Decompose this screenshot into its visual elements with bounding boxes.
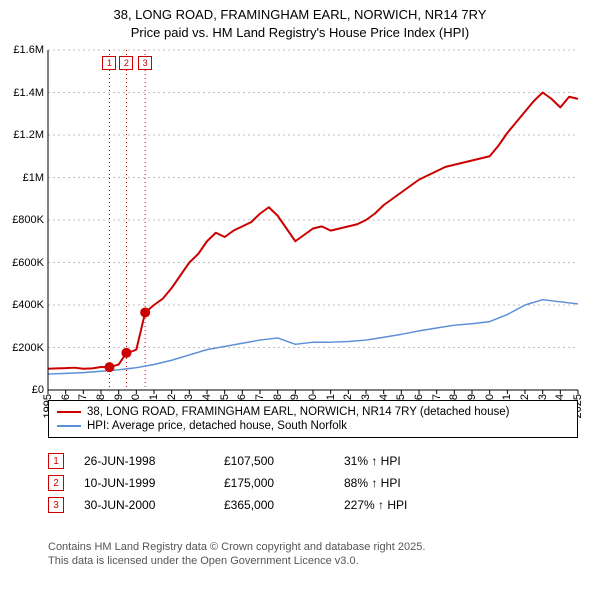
sales-table: 1 26-JUN-1998 £107,500 31% ↑ HPI 2 10-JUN-199… [48,450,578,516]
legend: 38, LONG ROAD, FRAMINGHAM EARL, NORWICH,… [48,400,578,438]
sale-row: 3 30-JUN-2000 £365,000 227% ↑ HPI [48,494,578,516]
chart-zone: £0£200K£400K£600K£800K£1M£1.2M£1.4M£1.6M… [48,50,578,390]
footnote: Contains HM Land Registry data © Crown c… [48,540,578,569]
sale-marker: 3 [48,497,64,513]
chart-container: 38, LONG ROAD, FRAMINGHAM EARL, NORWICH,… [0,0,600,590]
sale-pct: 88% ↑ HPI [344,476,401,490]
y-tick-label: £1.6M [13,44,44,56]
sale-marker: 2 [48,475,64,491]
y-tick-label: £800K [12,214,44,226]
y-tick-label: £1M [23,172,44,184]
chart-svg [48,50,578,390]
y-tick-label: £1.2M [13,129,44,141]
title-block: 38, LONG ROAD, FRAMINGHAM EARL, NORWICH,… [0,0,600,41]
sale-row: 2 10-JUN-1999 £175,000 88% ↑ HPI [48,472,578,494]
y-tick-label: £200K [12,342,44,354]
sale-pct: 31% ↑ HPI [344,454,401,468]
y-tick-label: £600K [12,257,44,269]
sale-price: £107,500 [224,454,324,468]
title-line-2: Price paid vs. HM Land Registry's House … [0,24,600,42]
event-marker: 2 [119,56,133,70]
legend-swatch [57,425,81,427]
footnote-line-2: This data is licensed under the Open Gov… [48,554,578,568]
y-tick-label: £1.4M [13,87,44,99]
sale-marker: 1 [48,453,64,469]
event-marker: 3 [138,56,152,70]
sale-price: £175,000 [224,476,324,490]
sale-date: 30-JUN-2000 [84,498,204,512]
sale-date: 10-JUN-1999 [84,476,204,490]
event-marker: 1 [102,56,116,70]
sale-row: 1 26-JUN-1998 £107,500 31% ↑ HPI [48,450,578,472]
legend-label: 38, LONG ROAD, FRAMINGHAM EARL, NORWICH,… [87,406,509,418]
y-tick-label: £400K [12,299,44,311]
legend-swatch [57,411,81,413]
title-line-1: 38, LONG ROAD, FRAMINGHAM EARL, NORWICH,… [0,6,600,24]
legend-label: HPI: Average price, detached house, Sout… [87,420,347,432]
legend-row: 38, LONG ROAD, FRAMINGHAM EARL, NORWICH,… [57,405,569,419]
sale-pct: 227% ↑ HPI [344,498,407,512]
sale-price: £365,000 [224,498,324,512]
legend-row: HPI: Average price, detached house, Sout… [57,419,569,433]
sale-date: 26-JUN-1998 [84,454,204,468]
footnote-line-1: Contains HM Land Registry data © Crown c… [48,540,578,554]
